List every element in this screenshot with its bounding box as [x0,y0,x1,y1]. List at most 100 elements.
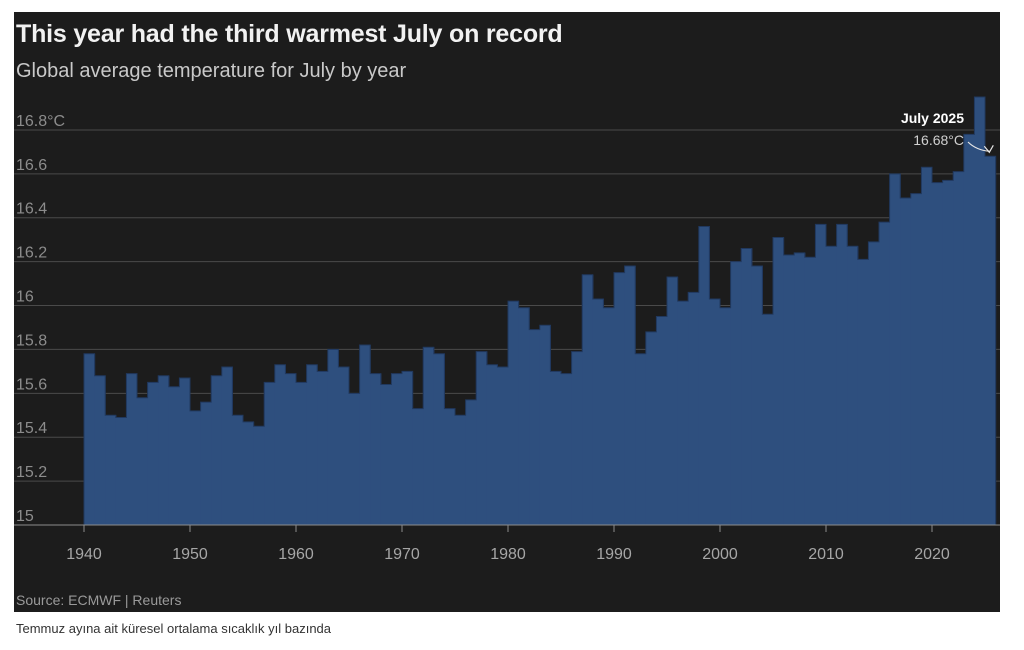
y-tick-label: 16.2 [16,245,47,262]
bar-1982 [529,329,541,525]
bar-2018 [910,193,922,526]
bar-1992 [635,353,647,525]
x-tick-label: 1980 [490,546,526,563]
bar-1990 [614,272,626,525]
bar-2002 [741,248,753,525]
bar-2004 [762,314,774,525]
bar-1952 [211,375,223,525]
y-tick-label: 15.2 [16,464,47,481]
bar-1963 [327,349,339,525]
bar-1985 [561,373,573,525]
x-tick-label: 1940 [66,546,102,563]
x-tick-label: 1990 [596,546,632,563]
bar-2013 [857,259,869,525]
bar-2000 [720,307,732,525]
bar-1977 [476,351,488,525]
bar-2001 [730,261,742,525]
bar-1964 [338,366,350,525]
bar-1957 [264,382,276,525]
bar-2012 [847,246,859,525]
bar-1966 [359,345,371,525]
bar-2024 [974,97,986,526]
bar-1987 [582,274,594,525]
bar-1988 [592,298,604,525]
annotation-value: 16.68°C [913,132,964,148]
bar-outline [83,96,997,525]
bar-1983 [539,325,551,525]
bar-1953 [221,366,233,525]
x-tick-label: 2020 [914,546,950,563]
bar-1973 [433,353,445,525]
bar-1986 [571,351,583,525]
bar-2022 [953,171,965,525]
bar-1943 [115,417,127,525]
bar-2014 [868,241,880,525]
x-tick-label: 2000 [702,546,738,563]
bar-1980 [508,301,520,525]
bar-2010 [826,246,838,525]
bar-1962 [317,371,329,525]
bar-2021 [942,180,954,525]
bar-1994 [656,316,668,525]
bar-1979 [497,366,509,525]
bar-1968 [380,384,392,525]
bar-1981 [518,307,530,525]
bar-2023 [963,134,975,525]
bar-1967 [370,373,382,525]
bar-1941 [94,375,106,525]
y-tick-label: 16.8°C [16,113,65,130]
bar-2007 [794,252,806,525]
bar-1960 [296,382,308,525]
annotation-title: July 2025 [901,110,964,126]
bar-1961 [306,364,318,525]
y-tick-label: 15.8 [16,332,47,349]
bar-2025 [985,156,997,525]
bar-1940 [84,353,96,525]
y-tick-label: 16.6 [16,157,47,174]
bar-series [84,97,997,526]
bar-2006 [783,255,795,525]
bar-1956 [253,426,265,525]
bar-1950 [190,410,202,525]
x-tick-label: 1970 [384,546,420,563]
bar-2005 [773,237,785,525]
bar-1959 [285,373,297,525]
bar-2020 [932,182,944,526]
bar-1995 [667,276,679,525]
bar-2011 [836,224,848,526]
bar-2015 [879,222,891,525]
bar-1972 [423,347,435,525]
bar-1996 [677,301,689,525]
bar-1975 [455,415,467,525]
bar-1993 [645,331,657,525]
bar-1997 [688,292,700,525]
annotation-arrowhead [983,144,994,154]
bar-2003 [751,266,763,525]
bar-1969 [391,373,403,525]
x-tick-label: 1950 [172,546,208,563]
bar-1945 [137,397,149,525]
bar-2016 [889,173,901,525]
chart-title: This year had the third warmest July on … [16,20,563,48]
bar-1942 [105,415,117,525]
bar-1951 [200,402,212,525]
bar-1976 [465,399,477,525]
bar-1947 [158,375,170,525]
bar-1948 [168,386,180,525]
bar-1970 [402,371,414,525]
chart-source: Source: ECMWF | Reuters [16,592,182,608]
bar-1998 [698,226,710,525]
bar-1971 [412,408,424,525]
bar-1954 [232,415,244,525]
bar-2019 [921,167,933,526]
x-tick-label: 2010 [808,546,844,563]
y-tick-label: 16.4 [16,201,47,218]
bar-2017 [900,197,912,526]
bar-1944 [126,373,138,525]
bar-1984 [550,371,562,525]
x-tick-label: 1960 [278,546,314,563]
y-tick-label: 15.6 [16,376,47,393]
chart-subtitle: Global average temperature for July by y… [16,60,407,82]
figure-caption: Temmuz ayına ait küresel ortalama sıcakl… [16,621,332,636]
